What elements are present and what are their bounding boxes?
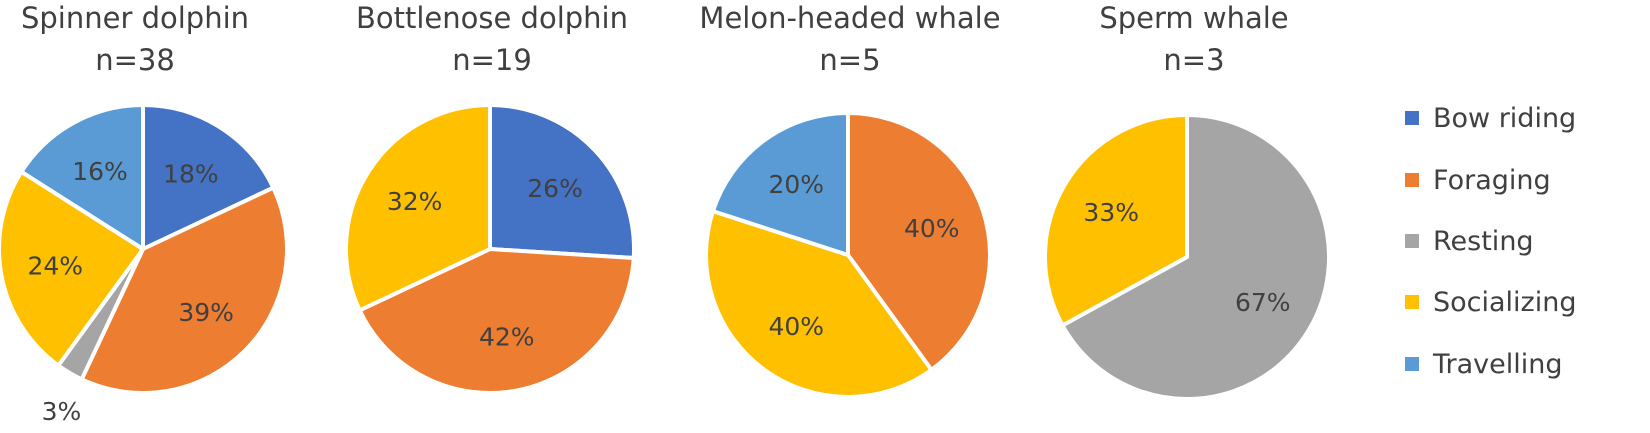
legend-label: Resting: [1433, 225, 1534, 257]
pie-spinner-dolphin: 18% 39% 3% 24% 16%: [0, 103, 289, 426]
chart-title-sperm-whale: Sperm whale: [1099, 1, 1289, 35]
legend-label: Bow riding: [1433, 102, 1577, 134]
chart-title-spinner-dolphin: Spinner dolphin: [20, 1, 250, 35]
slice-data-label: 16%: [72, 157, 128, 186]
slice-data-label: 32%: [387, 187, 443, 216]
slice-data-label: 40%: [904, 214, 960, 243]
legend-item-bow-riding: Bow riding: [1405, 102, 1577, 134]
pie-slice-foraging: [79, 185, 289, 395]
legend-label: Travelling: [1433, 348, 1563, 380]
chart-subtitle-spinner-dolphin: n=38: [95, 43, 175, 77]
chart-subtitle-sperm-whale: n=3: [1163, 43, 1225, 77]
slice-data-label: 18%: [163, 160, 219, 189]
chart-subtitle-bottlenose-dolphin: n=19: [452, 43, 532, 77]
pie-charts: 18% 39% 3% 24% 16% 26% 42% 32% 40% 40% 20% 67% 33%: [0, 103, 1331, 426]
legend-swatch: [1405, 295, 1419, 309]
slice-data-label: 42%: [479, 323, 535, 352]
slice-data-label: 20%: [768, 170, 824, 199]
chart-title-melon-headed-whale: Melon-headed whale: [699, 1, 1001, 35]
chart-subtitle-melon-headed-whale: n=5: [819, 43, 881, 77]
slice-data-label: 3%: [42, 397, 82, 426]
legend-swatch: [1405, 173, 1419, 187]
pie-slice-socializing: [344, 103, 492, 313]
pie-slice-resting: [1060, 113, 1331, 401]
legend-label: Foraging: [1433, 164, 1551, 196]
pie-slice-socializing: [1043, 113, 1189, 328]
chart-title-bottlenose-dolphin: Bottlenose dolphin: [355, 1, 628, 35]
legend-item-foraging: Foraging: [1405, 164, 1551, 196]
pie-sperm-whale: 67% 33%: [1043, 113, 1331, 401]
pie-slice-foraging: [357, 247, 636, 395]
legend-swatch: [1405, 234, 1419, 248]
pie-slice-travelling: [710, 111, 850, 257]
slice-data-label: 24%: [28, 252, 84, 281]
legend-label: Socializing: [1433, 286, 1577, 318]
pie-slice-socializing: [704, 209, 934, 399]
pie-slice-foraging: [846, 111, 992, 372]
legend-swatch: [1405, 111, 1419, 125]
slice-data-label: 67%: [1235, 288, 1291, 317]
pie-slice-bow-riding: [488, 103, 636, 261]
legend-item-resting: Resting: [1405, 225, 1534, 257]
legend-item-travelling: Travelling: [1405, 348, 1563, 380]
pie-slice-bow-riding: [141, 103, 276, 251]
legend-item-socializing: Socializing: [1405, 286, 1577, 318]
pie-slice-socializing: [0, 169, 145, 368]
pie-bottlenose-dolphin: 26% 42% 32%: [344, 103, 636, 395]
slice-data-label: 26%: [527, 174, 583, 203]
slice-data-label: 33%: [1083, 198, 1139, 227]
slice-data-label: 40%: [768, 312, 824, 341]
pie-slice-travelling: [19, 103, 145, 251]
slice-data-label: 39%: [178, 298, 234, 327]
legend-swatch: [1405, 357, 1419, 371]
pie-melon-headed-whale: 40% 40% 20%: [704, 111, 992, 399]
